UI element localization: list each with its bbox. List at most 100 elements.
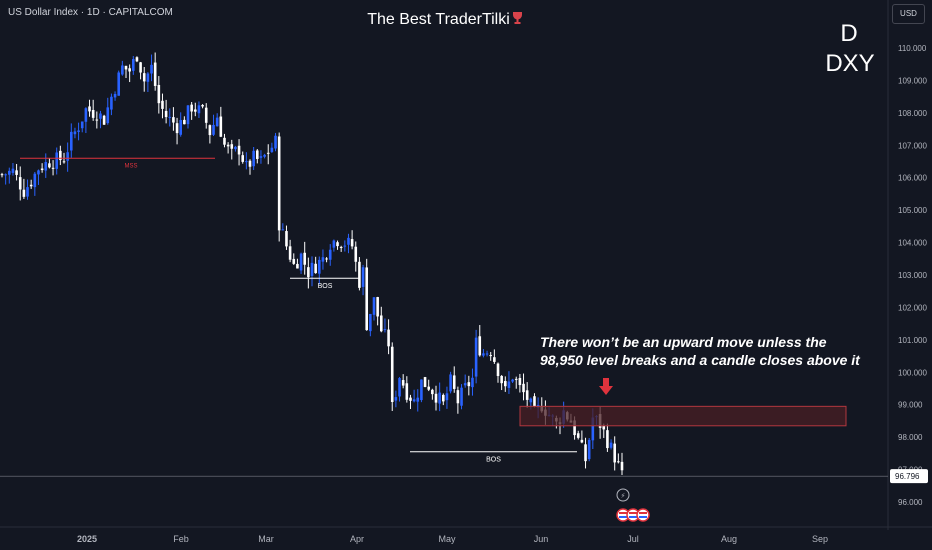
candle-body (48, 163, 51, 168)
candle-body (80, 121, 84, 129)
price-tick-label: 104.000 (898, 239, 927, 248)
candle-body (463, 383, 467, 386)
candle-body (230, 144, 234, 149)
candle-body (73, 131, 77, 135)
candle-body (317, 259, 321, 274)
candle-body (77, 130, 80, 132)
time-tick-label: May (438, 534, 456, 544)
candle-body (401, 380, 405, 386)
candle-body (500, 375, 503, 384)
candle-body (95, 119, 99, 121)
price-tick-label: 106.000 (898, 174, 927, 183)
time-axis: 2025 Feb Mar Apr May Jun Jul Aug Sep (0, 526, 932, 544)
candle-body (26, 187, 29, 197)
ticker-label: DXY (825, 50, 875, 77)
candle-body (33, 173, 37, 188)
candle-body (4, 174, 7, 176)
candle-body (164, 110, 168, 118)
candle-body (0, 174, 4, 176)
candle-body (529, 398, 533, 403)
candle-body (18, 177, 22, 190)
price-tick-label: 103.000 (898, 271, 927, 280)
candle-body (482, 353, 485, 356)
candle-body (69, 131, 73, 151)
time-tick-label: Jul (627, 534, 639, 544)
candle-body (172, 117, 175, 123)
chart-title-text: The Best TraderTilki (367, 11, 510, 28)
candle-body (88, 106, 91, 112)
annotation-line-2: 98,950 level breaks and a candle closes … (540, 352, 860, 368)
candle-body (55, 152, 59, 169)
candle-body (252, 150, 255, 167)
candle-body (409, 397, 412, 401)
candle-body (394, 397, 398, 401)
candle-body (204, 107, 208, 123)
candle-body (179, 120, 183, 135)
candle-body (602, 425, 606, 430)
candle-body (40, 168, 44, 171)
candle-body (44, 161, 48, 171)
candle-body (139, 62, 142, 73)
price-tick-label: 96.000 (898, 498, 923, 507)
candle-body (175, 123, 179, 134)
candle-body (573, 420, 576, 436)
flag-stripe (639, 516, 647, 518)
candle-body (59, 150, 62, 161)
candle-body (11, 168, 15, 173)
candle-body (350, 239, 354, 247)
candle-body (507, 381, 511, 388)
candle-body (135, 57, 139, 62)
candle-body (471, 377, 474, 388)
candle-body (584, 444, 587, 462)
candle-body (310, 262, 314, 276)
time-tick-label: Jun (534, 534, 549, 544)
candle-body (372, 297, 376, 315)
price-tick-label: 105.000 (898, 206, 927, 215)
price-tick-label: 99.000 (898, 401, 923, 410)
candle-body (354, 246, 358, 262)
price-tick-label: 101.000 (898, 336, 927, 345)
candle-body (292, 258, 296, 264)
candle-body (358, 261, 361, 288)
candle-body (234, 146, 237, 150)
symbol-info[interactable]: US Dollar Index · 1D · CAPITALCOM (8, 7, 173, 18)
candle-body (485, 353, 489, 355)
candle-body (274, 135, 277, 149)
candle-body (219, 116, 223, 137)
candle-body (496, 363, 500, 377)
price-tick-label: 102.000 (898, 303, 927, 312)
time-tick-label: 2025 (77, 534, 97, 544)
last-price-label: 96.796 (895, 472, 920, 481)
candle-body (91, 109, 95, 118)
candle-body (37, 170, 40, 175)
flag-stripe (639, 512, 647, 514)
candle-body (328, 249, 332, 260)
event-marker-icon[interactable] (616, 488, 630, 502)
time-tick-label: Sep (812, 534, 828, 544)
chart-overlays: MSS BOS BOS ⚡ (20, 157, 847, 522)
time-tick-label: Apr (350, 534, 364, 544)
resistance-zone[interactable] (519, 405, 847, 427)
candle-body (460, 387, 463, 406)
candle-body (376, 297, 379, 317)
candle-body (223, 137, 226, 145)
candle-body (62, 161, 66, 163)
candle-body (303, 252, 307, 265)
candle-body (478, 336, 482, 356)
candle-body (142, 73, 146, 82)
flag-stripe (629, 512, 637, 514)
candle-body (591, 417, 595, 441)
candle-body (307, 267, 310, 278)
candle-body (201, 105, 204, 107)
candle-body (66, 152, 69, 161)
candle-body (325, 258, 328, 260)
candle-body (29, 184, 33, 187)
candle-body (248, 160, 252, 167)
us-flag-icon[interactable] (636, 508, 650, 522)
currency-button[interactable]: USD (892, 4, 925, 24)
candle-body (296, 263, 299, 269)
candle-body (321, 257, 325, 262)
candle-body (157, 84, 161, 104)
candle-body (226, 144, 230, 147)
